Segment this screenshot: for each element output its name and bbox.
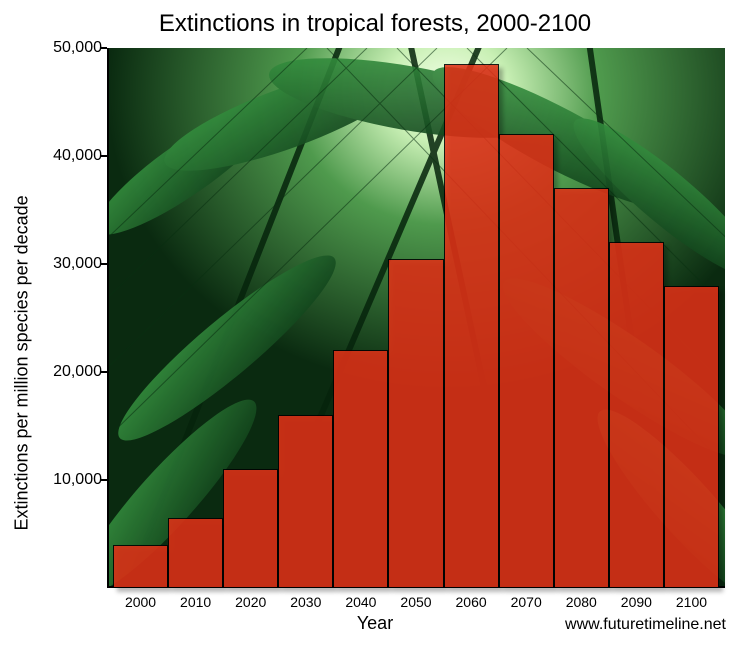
- bar-rect: [664, 286, 719, 588]
- bar: [554, 188, 609, 588]
- bar-rect: [444, 64, 499, 588]
- x-tick-label: 2020: [235, 594, 266, 610]
- plot-area: 10,00020,00030,00040,00050,000 200020102…: [107, 48, 725, 588]
- y-tick-label: 50,000: [44, 39, 102, 57]
- bar: [113, 545, 168, 588]
- bar-rect: [278, 415, 333, 588]
- x-tick-label: 2100: [676, 594, 707, 610]
- bar: [664, 286, 719, 588]
- x-tick-label: 2000: [125, 594, 156, 610]
- bar: [499, 134, 554, 588]
- y-tick-label: 40,000: [44, 147, 102, 165]
- bar: [168, 518, 223, 588]
- x-tick-label: 2060: [456, 594, 487, 610]
- bar: [223, 469, 278, 588]
- bar: [388, 259, 443, 588]
- y-tick-label: 20,000: [44, 363, 102, 381]
- bar-rect: [333, 350, 388, 588]
- bar-rect: [168, 518, 223, 588]
- bar: [278, 415, 333, 588]
- y-tick-label: 10,000: [44, 471, 102, 489]
- y-tick-label: 30,000: [44, 255, 102, 273]
- x-tick-label: 2080: [566, 594, 597, 610]
- bar-rect: [609, 242, 664, 588]
- bar-rect: [554, 188, 609, 588]
- bars-container: [107, 48, 725, 588]
- y-axis-label: Extinctions per million species per deca…: [12, 195, 33, 530]
- x-tick-label: 2030: [290, 594, 321, 610]
- x-tick-label: 2050: [400, 594, 431, 610]
- x-tick-label: 2090: [621, 594, 652, 610]
- bar-rect: [388, 259, 443, 588]
- bar-rect: [113, 545, 168, 588]
- chart-title: Extinctions in tropical forests, 2000-21…: [0, 10, 750, 38]
- bar: [609, 242, 664, 588]
- x-tick-label: 2040: [345, 594, 376, 610]
- bar: [444, 64, 499, 588]
- bar-rect: [499, 134, 554, 588]
- bar: [333, 350, 388, 588]
- x-tick-label: 2070: [511, 594, 542, 610]
- x-tick-label: 2010: [180, 594, 211, 610]
- bar-rect: [223, 469, 278, 588]
- source-credit: www.futuretimeline.net: [565, 616, 726, 634]
